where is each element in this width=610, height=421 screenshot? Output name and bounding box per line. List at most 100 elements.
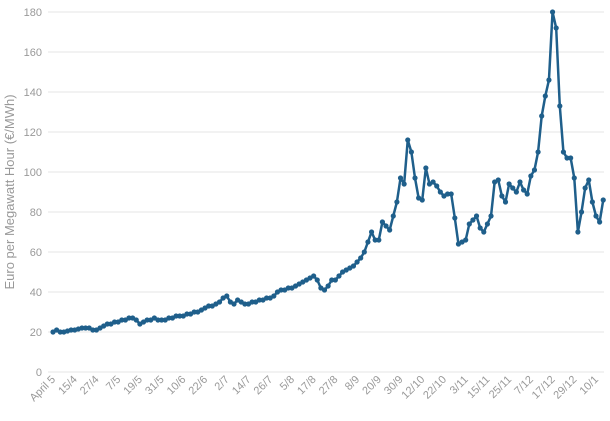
x-tick-label: 15/4: [56, 374, 80, 398]
point: [379, 219, 386, 225]
point: [600, 197, 606, 203]
y-tick-label: 20: [30, 327, 42, 339]
point: [325, 283, 331, 289]
point: [390, 213, 396, 219]
point: [249, 299, 255, 305]
point: [68, 327, 74, 333]
point: [361, 249, 367, 255]
point: [90, 327, 96, 333]
point: [517, 179, 523, 185]
point: [321, 287, 328, 293]
point: [589, 199, 595, 205]
point: [535, 149, 541, 155]
point: [473, 213, 480, 219]
x-tick-label: 14/7: [230, 374, 254, 398]
point: [173, 313, 179, 319]
point: [336, 273, 342, 279]
x-tick-label: 25/11: [487, 374, 514, 401]
point: [463, 237, 469, 243]
point: [506, 181, 512, 187]
y-tick-label: 40: [30, 287, 42, 299]
x-tick-label: April 5: [28, 374, 59, 405]
point: [477, 225, 483, 231]
y-tick-label: 0: [36, 367, 42, 379]
point: [311, 273, 317, 279]
y-tick-label: 100: [24, 167, 42, 179]
x-tick-label: 29/12: [551, 374, 579, 402]
point: [499, 193, 505, 199]
y-tick-label: 60: [30, 247, 42, 259]
x-tick-label: 22/10: [421, 374, 449, 402]
x-tick-label: 17/12: [530, 374, 558, 402]
point: [470, 217, 476, 223]
point: [285, 285, 291, 291]
point: [571, 175, 577, 181]
point: [329, 277, 335, 283]
y-tick-label: 120: [24, 127, 42, 139]
y-tick-label: 160: [24, 47, 42, 59]
point: [224, 293, 230, 299]
point: [332, 277, 338, 283]
x-tick-label: 8/9: [343, 374, 362, 393]
point: [528, 173, 534, 179]
y-tick-label: 180: [24, 7, 42, 19]
point: [521, 187, 527, 193]
point: [405, 137, 411, 143]
point: [510, 185, 516, 191]
point: [184, 311, 190, 317]
x-tick-label: 22/6: [187, 374, 211, 398]
point: [104, 321, 110, 327]
point: [553, 25, 559, 31]
point: [263, 295, 270, 301]
point: [524, 191, 530, 197]
point: [376, 237, 382, 243]
point: [278, 287, 284, 293]
point: [437, 189, 443, 195]
point: [372, 237, 378, 243]
point: [560, 149, 567, 155]
point: [564, 155, 570, 161]
point: [216, 299, 223, 305]
point: [546, 77, 552, 83]
point: [383, 223, 389, 229]
point: [575, 229, 581, 235]
point: [557, 103, 563, 109]
x-tick-label: 15/11: [465, 374, 492, 401]
x-tick-label: 10/1: [577, 374, 601, 398]
x-tick-label: 5/8: [278, 374, 297, 393]
point: [430, 179, 436, 185]
point: [368, 229, 375, 235]
x-tick-label: 31/5: [143, 374, 167, 398]
point: [412, 175, 418, 181]
x-tick-label: 20/9: [360, 374, 384, 398]
point: [568, 155, 574, 161]
point: [126, 315, 132, 321]
point: [419, 197, 425, 203]
x-tick-label: 27/4: [78, 374, 102, 398]
y-tick-label: 140: [24, 87, 42, 99]
point: [79, 325, 85, 331]
point: [448, 191, 454, 197]
point: [350, 263, 357, 269]
point: [191, 309, 197, 315]
point: [394, 199, 400, 205]
point: [231, 301, 237, 307]
point: [401, 181, 407, 187]
x-tick-label: 10/6: [165, 374, 189, 398]
x-tick-label: 17/8: [295, 374, 319, 398]
point: [57, 329, 63, 335]
point: [502, 199, 509, 205]
point: [256, 297, 262, 303]
point: [586, 177, 592, 183]
point: [397, 175, 404, 181]
point: [82, 325, 89, 331]
point: [119, 317, 125, 323]
x-tick-label: 19/5: [121, 374, 145, 398]
point: [495, 177, 501, 183]
point: [387, 227, 393, 233]
x-tick-label: 2/7: [213, 374, 232, 393]
point: [133, 317, 139, 323]
point: [144, 317, 150, 323]
point: [166, 315, 172, 321]
